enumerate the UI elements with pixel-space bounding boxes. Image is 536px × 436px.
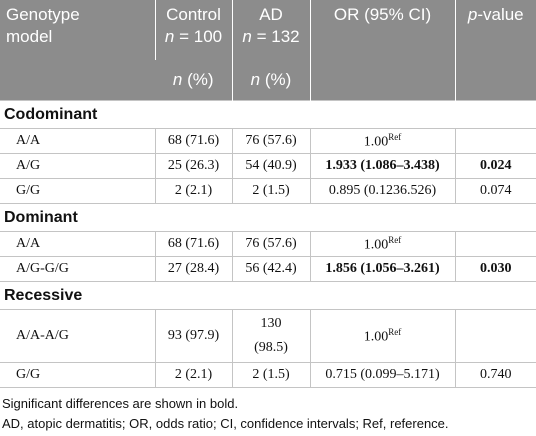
control-cell: 27 (28.4) [154, 256, 233, 282]
p-cell [454, 309, 536, 363]
header-control: Control n = 100 [154, 0, 232, 60]
or-text: 1.00 [363, 134, 389, 150]
or-text: 1.933 (1.086–3.438) [325, 158, 440, 173]
or-cell: 1.933 (1.086–3.438) [309, 153, 456, 179]
or-sup: Ref [388, 131, 402, 142]
data-row: A/A 68 (71.6) 76 (57.6) 1.00Ref [0, 231, 536, 257]
ad-cell: 56 (42.4) [231, 256, 311, 282]
header-text: model [6, 27, 53, 46]
or-sup: Ref [388, 326, 402, 337]
control-cell: 25 (26.3) [154, 153, 233, 179]
control-cell: 93 (97.9) [154, 309, 233, 363]
genotype-cell: A/G-G/G [0, 256, 156, 282]
control-cell: 68 (71.6) [154, 231, 233, 257]
data-row: A/G 25 (26.3) 54 (40.9) 1.933 (1.086–3.438)… [0, 153, 536, 179]
or-sup: Ref [388, 234, 402, 245]
genotype-cell: A/A-A/G [0, 309, 156, 363]
or-cell: 1.00Ref [309, 128, 456, 154]
p-cell: 0.024 [454, 153, 536, 179]
ad-cell: 2 (1.5) [231, 178, 311, 204]
subheader: n (%) [155, 60, 232, 101]
header-text: Genotype [6, 5, 80, 24]
header-text: Control [166, 5, 221, 24]
p-cell: 0.030 [454, 256, 536, 282]
header-count: = 100 [179, 27, 223, 46]
section-row: Codominant [0, 100, 536, 129]
genotype-cell: G/G [0, 362, 156, 388]
section-name: Codominant [0, 100, 536, 129]
section-row: Recessive [0, 281, 536, 310]
or-text: 0.895 (0.1236.526) [328, 183, 437, 198]
or-text: 1.00 [363, 329, 389, 345]
header-text: p [467, 5, 478, 24]
subheader-n: n [250, 70, 261, 89]
data-row: A/A-A/G 93 (97.9) 130 (98.5) 1.00Ref [0, 309, 536, 363]
control-cell: 2 (2.1) [154, 362, 233, 388]
subheader-n: n [172, 70, 183, 89]
subheader-text: (%) [187, 70, 214, 89]
header-text: AD [259, 5, 283, 24]
data-row: G/G 2 (2.1) 2 (1.5) 0.715 (0.099–5.171) 0.74… [0, 362, 536, 388]
table-body: Codominant A/A 68 (71.6) 76 (57.6) 1.00Ref A/… [0, 100, 536, 388]
header-p: p-value [454, 0, 536, 101]
footnote: AD, atopic dermatitis; OR, odds ratio; C… [2, 416, 449, 431]
header-genotype: Genotype model [0, 0, 155, 101]
header-n: n [242, 27, 252, 46]
or-cell: 1.00Ref [309, 231, 456, 257]
subheader: n (%) [231, 60, 310, 101]
ad-cell: 76 (57.6) [231, 128, 311, 154]
ad-cell: 130 (98.5) [231, 309, 311, 363]
or-cell: 0.715 (0.099–5.171) [309, 362, 456, 388]
p-cell: 0.740 [454, 362, 536, 388]
footnotes: Significant differences are shown in bol… [0, 388, 536, 434]
ad-text: 130 (98.5) [254, 316, 288, 355]
header-ad: AD n = 132 [231, 0, 310, 60]
p-cell [454, 231, 536, 257]
or-cell: 0.895 (0.1236.526) [309, 178, 456, 204]
p-cell: 0.074 [454, 178, 536, 204]
subheader-text: (%) [264, 70, 292, 89]
section-name: Dominant [0, 203, 536, 232]
header-text: OR (95% CI) [333, 5, 432, 24]
or-cell: 1.00Ref [309, 309, 456, 363]
or-cell: 1.856 (1.056–3.261) [309, 256, 456, 282]
or-text: 1.856 (1.056–3.261) [325, 261, 440, 276]
genotype-cell: A/G [0, 153, 156, 179]
genotype-table: Genotype model Control n = 100 AD n = 132 O… [0, 0, 536, 388]
genotype-cell: G/G [0, 178, 156, 204]
ad-cell: 54 (40.9) [231, 153, 311, 179]
header-or: OR (95% CI) [309, 0, 455, 101]
header-text: -value [477, 5, 524, 24]
header-count: = 132 [256, 27, 300, 46]
footnote: Significant differences are shown in bol… [2, 396, 239, 411]
genotype-cell: A/A [0, 128, 156, 154]
or-text: 0.715 (0.099–5.171) [325, 367, 440, 382]
data-row: A/A 68 (71.6) 76 (57.6) 1.00Ref [0, 128, 536, 154]
header-n: n [164, 27, 175, 46]
control-cell: 68 (71.6) [154, 128, 233, 154]
section-row: Dominant [0, 203, 536, 232]
data-row: G/G 2 (2.1) 2 (1.5) 0.895 (0.1236.526) 0.074 [0, 178, 536, 204]
section-name: Recessive [0, 281, 536, 310]
data-row: A/G-G/G 27 (28.4) 56 (42.4) 1.856 (1.056–3.… [0, 256, 536, 282]
genotype-cell: A/A [0, 231, 156, 257]
control-cell: 2 (2.1) [154, 178, 233, 204]
ad-cell: 76 (57.6) [231, 231, 311, 257]
ad-cell: 2 (1.5) [231, 362, 311, 388]
or-text: 1.00 [363, 237, 389, 253]
p-cell [454, 128, 536, 154]
